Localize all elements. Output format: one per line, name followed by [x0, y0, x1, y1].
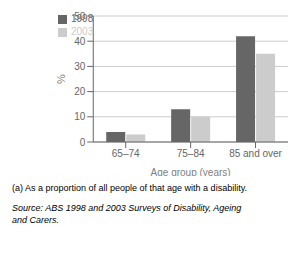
svg-text:40: 40: [74, 36, 86, 47]
svg-text:85 and over: 85 and over: [229, 148, 282, 159]
svg-text:20: 20: [74, 86, 86, 97]
svg-text:65–74: 65–74: [112, 148, 140, 159]
svg-text:%: %: [55, 74, 67, 84]
svg-text:10: 10: [74, 111, 86, 122]
svg-text:Age group (years): Age group (years): [151, 167, 231, 176]
svg-text:75–84: 75–84: [177, 148, 205, 159]
svg-text:50: 50: [74, 11, 86, 22]
svg-text:0: 0: [80, 137, 86, 148]
svg-text:30: 30: [74, 61, 86, 72]
